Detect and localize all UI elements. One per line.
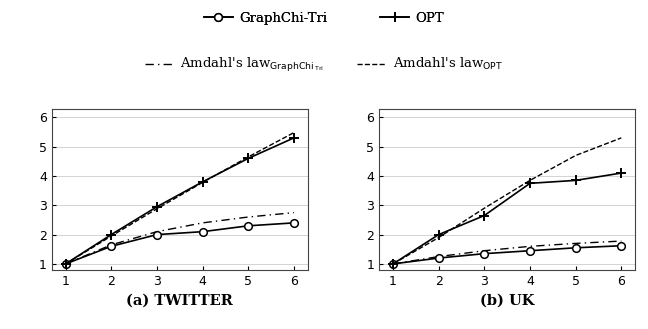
X-axis label: (b) UK: (b) UK	[480, 293, 535, 307]
Legend: GraphChi-Tri, OPT: GraphChi-Tri, OPT	[198, 7, 450, 30]
X-axis label: (a) TWITTER: (a) TWITTER	[126, 293, 233, 307]
Legend: Amdahl's law$_{\mathsf{GraphChi_{\,Tri}}}$, Amdahl's law$_{\mathsf{OPT}}$: Amdahl's law$_{\mathsf{GraphChi_{\,Tri}}…	[139, 51, 509, 80]
